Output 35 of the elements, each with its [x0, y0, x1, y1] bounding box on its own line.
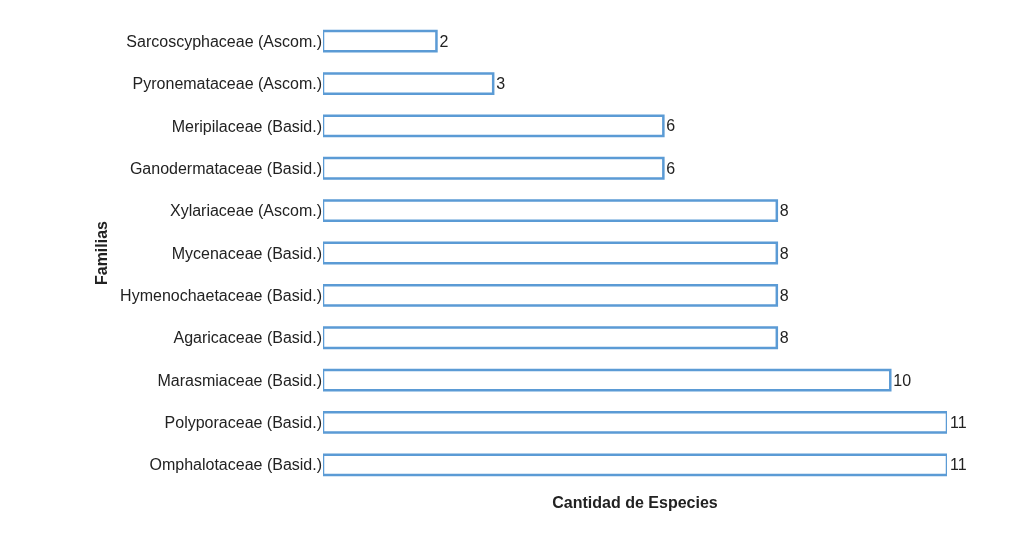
bar — [323, 411, 947, 434]
bar — [323, 326, 779, 350]
y-tick-label: Agaricaceae (Basid.) — [173, 329, 322, 347]
data-label: 10 — [893, 371, 912, 389]
bar — [323, 199, 779, 223]
y-tick-label: Xylariaceae (Ascom.) — [169, 202, 322, 220]
bar — [323, 114, 665, 138]
bar — [323, 368, 892, 392]
y-tick-label: Omphalotaceae (Basid.) — [149, 456, 322, 474]
bar — [323, 283, 779, 307]
data-label: 8 — [779, 329, 789, 347]
data-label: 8 — [779, 202, 789, 220]
bar — [323, 156, 665, 180]
bar — [323, 453, 947, 477]
data-label: 11 — [950, 456, 967, 474]
bar — [323, 241, 779, 265]
data-label: 6 — [666, 117, 676, 135]
data-label: 8 — [779, 286, 789, 304]
y-tick-label: Hymenochaetaceae (Basid.) — [120, 286, 322, 304]
data-label: 8 — [779, 244, 789, 262]
y-tick-label: Meripilaceae (Basid.) — [171, 117, 322, 135]
y-tick-label: Marasmiaceae (Basid.) — [157, 371, 322, 389]
data-label: 6 — [666, 159, 676, 177]
y-tick-label: Sarcoscyphaceae (Ascom.) — [126, 32, 322, 50]
data-label: 2 — [439, 32, 449, 50]
bar — [323, 72, 495, 95]
x-axis-title: Cantidad de Especies — [552, 493, 718, 511]
y-tick-label: Ganodermataceae (Basid.) — [129, 159, 322, 177]
y-axis-title: Familias — [93, 220, 111, 286]
bar — [323, 29, 438, 53]
data-label: 3 — [496, 75, 506, 93]
y-tick-label: Pyronemataceae (Ascom.) — [132, 75, 322, 93]
data-label: 11 — [950, 413, 967, 431]
y-tick-label: Polyporaceae (Basid.) — [164, 414, 322, 432]
y-tick-label: Mycenaceae (Basid.) — [171, 244, 322, 262]
